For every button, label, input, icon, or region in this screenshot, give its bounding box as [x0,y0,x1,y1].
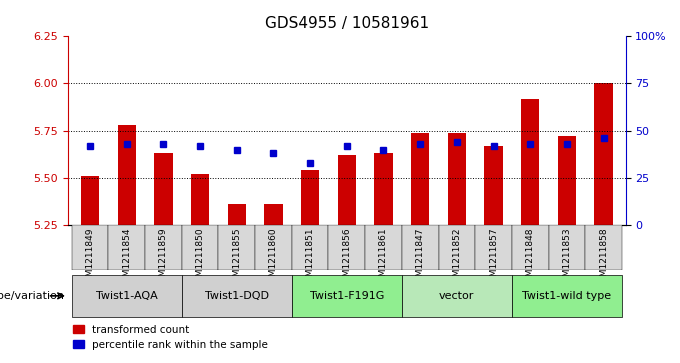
FancyBboxPatch shape [512,274,622,317]
Text: genotype/variation: genotype/variation [0,291,65,301]
FancyBboxPatch shape [182,274,292,317]
Bar [594,83,613,225]
Text: GSM1211853: GSM1211853 [562,227,571,288]
Text: GSM1211859: GSM1211859 [159,227,168,288]
Bar [191,174,209,225]
FancyBboxPatch shape [292,225,328,270]
Bar [118,125,136,225]
FancyBboxPatch shape [475,225,512,270]
Bar [484,146,503,225]
FancyBboxPatch shape [71,274,182,317]
FancyBboxPatch shape [108,225,145,270]
Text: Twist1-DQD: Twist1-DQD [205,291,269,301]
Title: GDS4955 / 10581961: GDS4955 / 10581961 [265,16,429,31]
Text: GSM1211861: GSM1211861 [379,227,388,288]
Bar [558,136,576,225]
FancyBboxPatch shape [549,225,585,270]
FancyBboxPatch shape [292,274,402,317]
Bar [81,176,99,225]
Text: Twist1-wild type: Twist1-wild type [522,291,611,301]
Text: GSM1211851: GSM1211851 [305,227,315,288]
Bar [447,132,466,225]
FancyBboxPatch shape [255,225,292,270]
Text: GSM1211849: GSM1211849 [86,227,95,288]
Text: GSM1211856: GSM1211856 [342,227,352,288]
Legend: transformed count, percentile rank within the sample: transformed count, percentile rank withi… [73,325,268,350]
Bar [411,132,429,225]
Text: GSM1211854: GSM1211854 [122,227,131,288]
Text: Twist1-F191G: Twist1-F191G [309,291,384,301]
FancyBboxPatch shape [328,225,365,270]
Bar [374,153,392,225]
FancyBboxPatch shape [365,225,402,270]
Bar [265,204,283,225]
FancyBboxPatch shape [512,225,549,270]
Text: GSM1211858: GSM1211858 [599,227,608,288]
Bar [521,99,539,225]
Bar [301,170,320,225]
Text: GSM1211847: GSM1211847 [415,227,425,288]
Text: GSM1211852: GSM1211852 [452,227,461,288]
Text: GSM1211860: GSM1211860 [269,227,278,288]
FancyBboxPatch shape [71,225,108,270]
FancyBboxPatch shape [439,225,475,270]
Text: GSM1211857: GSM1211857 [489,227,498,288]
FancyBboxPatch shape [145,225,182,270]
FancyBboxPatch shape [585,225,622,270]
FancyBboxPatch shape [402,274,512,317]
Bar [154,153,173,225]
FancyBboxPatch shape [402,225,439,270]
Bar [338,155,356,225]
Text: GSM1211850: GSM1211850 [196,227,205,288]
Text: Twist1-AQA: Twist1-AQA [96,291,158,301]
FancyBboxPatch shape [182,225,218,270]
Text: GSM1211848: GSM1211848 [526,227,534,288]
Text: GSM1211855: GSM1211855 [233,227,241,288]
Bar [228,204,246,225]
FancyBboxPatch shape [218,225,255,270]
Text: vector: vector [439,291,475,301]
